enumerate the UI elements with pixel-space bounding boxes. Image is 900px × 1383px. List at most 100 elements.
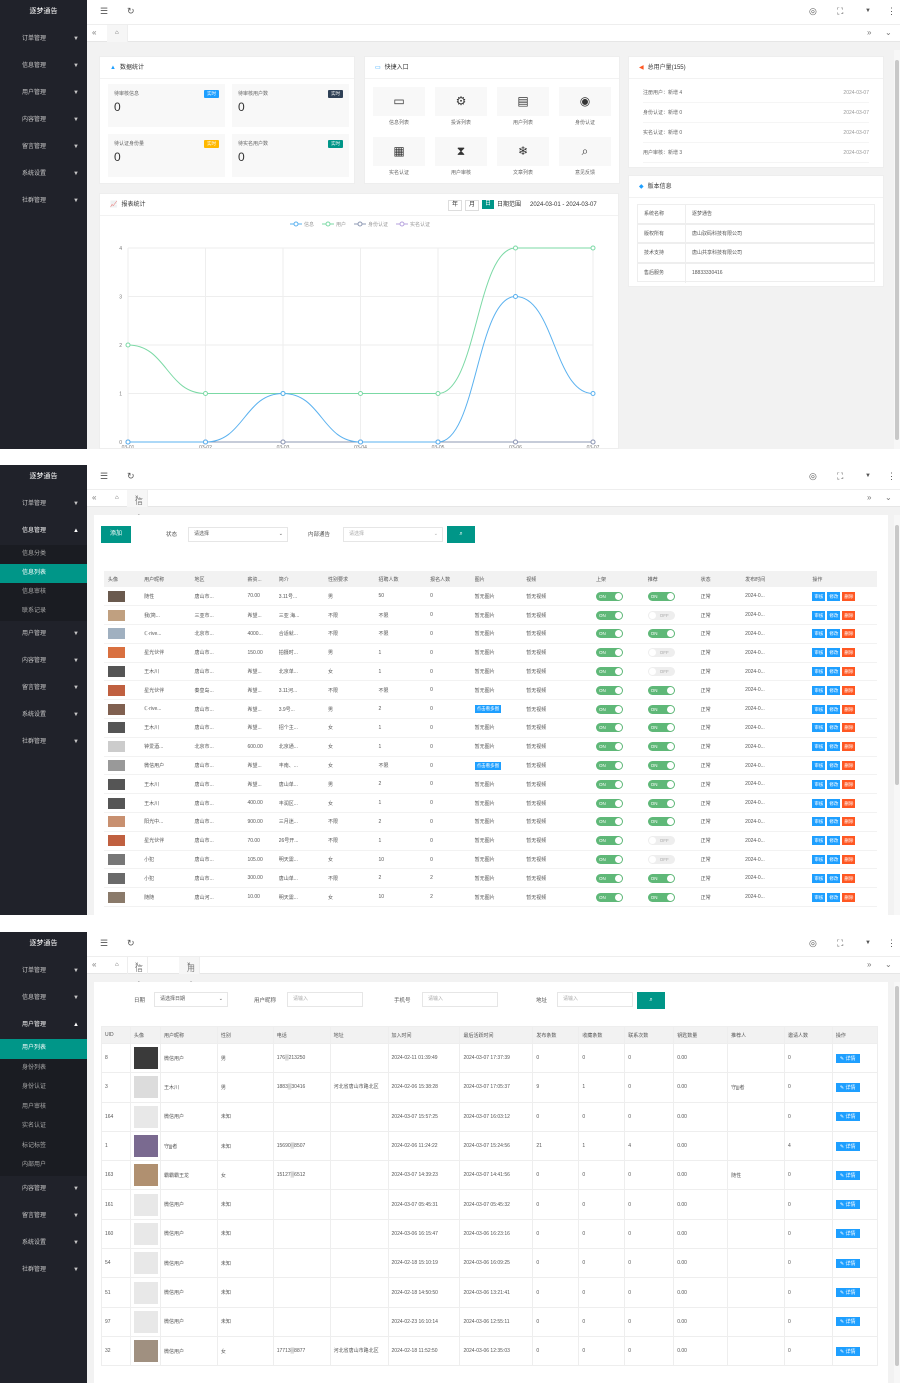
shelf-toggle[interactable]: ON: [596, 761, 624, 771]
edit-button[interactable]: 修改: [827, 817, 841, 827]
tab-user-list[interactable]: 用户列表 ×: [179, 957, 200, 1024]
delete-button[interactable]: 删除: [842, 667, 856, 677]
edit-button[interactable]: 修改: [827, 704, 841, 714]
audit-button[interactable]: 审核: [812, 855, 826, 865]
edit-button[interactable]: 修改: [827, 892, 841, 902]
delete-button[interactable]: 删除: [842, 779, 856, 789]
audit-button[interactable]: 审核: [812, 723, 826, 733]
refresh-icon[interactable]: ↻: [127, 471, 135, 481]
sidebar-item[interactable]: 留言管理 ▼: [0, 675, 87, 702]
quick-hourglass[interactable]: ⧗ 用户审核: [435, 137, 487, 181]
menu-toggle-icon[interactable]: ☰: [100, 471, 109, 481]
view-images-link[interactable]: 点击看多图: [474, 705, 502, 714]
recommend-toggle[interactable]: OFF: [647, 648, 675, 658]
shelf-toggle[interactable]: ON: [596, 892, 624, 902]
home-tab[interactable]: ⌂: [107, 25, 128, 42]
sidebar-item[interactable]: 内容管理 ▼: [0, 107, 87, 134]
day-button[interactable]: 日: [482, 200, 495, 209]
sidebar-subitem[interactable]: 联系记录: [0, 602, 87, 621]
detail-button[interactable]: ✎ 详情: [835, 1112, 860, 1122]
tab-left-icon[interactable]: «: [92, 493, 97, 502]
recommend-toggle[interactable]: ON: [647, 817, 675, 827]
shelf-toggle[interactable]: ON: [596, 873, 624, 883]
shelf-toggle[interactable]: ON: [596, 817, 624, 827]
sidebar-item[interactable]: 系统设置 ▼: [0, 1230, 87, 1257]
detail-button[interactable]: ✎ 详情: [835, 1200, 860, 1210]
quick-target[interactable]: ◉ 身份认证: [559, 87, 611, 131]
shelf-toggle[interactable]: ON: [596, 591, 624, 601]
delete-button[interactable]: 删除: [842, 610, 856, 620]
delete-button[interactable]: 删除: [842, 685, 856, 695]
view-images-link[interactable]: 点击看多图: [474, 761, 502, 770]
tab-info-list[interactable]: 信息列表 ×: [127, 957, 148, 1024]
sidebar-subitem[interactable]: 标记标签: [0, 1136, 87, 1156]
recommend-toggle[interactable]: ON: [647, 873, 675, 883]
add-button[interactable]: 添加: [101, 526, 131, 543]
search-button[interactable]: ⌕: [637, 992, 665, 1009]
sidebar-item[interactable]: 社群管理 ▼: [0, 188, 87, 215]
detail-button[interactable]: ✎ 详情: [835, 1317, 860, 1327]
phone-input[interactable]: 请输入: [422, 992, 498, 1007]
edit-button[interactable]: 修改: [827, 723, 841, 733]
shelf-toggle[interactable]: ON: [596, 836, 624, 846]
search-button[interactable]: ⌕: [447, 526, 475, 543]
detail-button[interactable]: ✎ 详情: [835, 1141, 860, 1151]
sidebar-item[interactable]: 系统设置 ▼: [0, 161, 87, 188]
tab-left-icon[interactable]: «: [92, 960, 97, 969]
shelf-toggle[interactable]: ON: [596, 798, 624, 808]
shelf-toggle[interactable]: ON: [596, 779, 624, 789]
delete-button[interactable]: 删除: [842, 704, 856, 714]
detail-button[interactable]: ✎ 详情: [835, 1053, 860, 1063]
refresh-icon[interactable]: ↻: [127, 6, 135, 16]
detail-button[interactable]: ✎ 详情: [835, 1082, 860, 1092]
detail-button[interactable]: ✎ 详情: [835, 1170, 860, 1180]
fullscreen-icon[interactable]: ⛶: [837, 938, 844, 948]
sidebar-item[interactable]: 信息管理 ▼: [0, 985, 87, 1012]
notice-select[interactable]: 请选择 ⌄: [343, 527, 443, 542]
sidebar-item[interactable]: 订单管理 ▼: [0, 26, 87, 53]
audit-button[interactable]: 审核: [812, 892, 826, 902]
recommend-toggle[interactable]: OFF: [647, 855, 675, 865]
delete-button[interactable]: 删除: [842, 798, 856, 808]
tab-right-icon[interactable]: »: [867, 960, 872, 969]
tab-info-list[interactable]: 信息列表 ×: [127, 490, 148, 557]
fullscreen-icon[interactable]: ⛶: [837, 471, 844, 481]
audit-button[interactable]: 审核: [812, 761, 826, 771]
recommend-toggle[interactable]: ON: [647, 591, 675, 601]
month-button[interactable]: 月: [465, 200, 480, 211]
edit-button[interactable]: 修改: [827, 629, 841, 639]
delete-button[interactable]: 删除: [842, 761, 856, 771]
edit-button[interactable]: 修改: [827, 779, 841, 789]
sidebar-subitem[interactable]: 内部用户: [0, 1156, 87, 1176]
tab-right-icon[interactable]: »: [867, 28, 872, 37]
date-select[interactable]: 请选择日期 ⌄: [154, 992, 228, 1007]
audit-button[interactable]: 审核: [812, 817, 826, 827]
status-select[interactable]: 请选择 ⌄: [188, 527, 288, 542]
tab-menu-icon[interactable]: ⌄: [885, 28, 892, 37]
quick-search[interactable]: ⌕ 意见反馈: [559, 137, 611, 181]
sidebar-subitem[interactable]: 信息分类: [0, 545, 87, 564]
more-icon[interactable]: ⋮: [887, 471, 896, 481]
recommend-toggle[interactable]: ON: [647, 685, 675, 695]
edit-button[interactable]: 修改: [827, 742, 841, 752]
edit-button[interactable]: 修改: [827, 591, 841, 601]
audit-button[interactable]: 审核: [812, 685, 826, 695]
sidebar-subitem[interactable]: 身份认证: [0, 1078, 87, 1098]
sidebar-item[interactable]: 留言管理 ▼: [0, 1203, 87, 1230]
recommend-toggle[interactable]: ON: [647, 779, 675, 789]
quick-calendar[interactable]: ▦ 实名认证: [373, 137, 425, 181]
audit-button[interactable]: 审核: [812, 648, 826, 658]
edit-button[interactable]: 修改: [827, 855, 841, 865]
nick-input[interactable]: 请输入: [287, 992, 363, 1007]
recommend-toggle[interactable]: OFF: [647, 667, 675, 677]
theme-icon[interactable]: ◎: [809, 6, 817, 16]
recommend-toggle[interactable]: OFF: [647, 610, 675, 620]
quick-window[interactable]: ▭ 信息列表: [373, 87, 425, 131]
edit-button[interactable]: 修改: [827, 873, 841, 883]
shelf-toggle[interactable]: ON: [596, 855, 624, 865]
quick-gears[interactable]: ⚙ 投诉列表: [435, 87, 487, 131]
theme-icon[interactable]: ◎: [809, 471, 817, 481]
quick-snowflake[interactable]: ❄ 文章列表: [497, 137, 549, 181]
delete-button[interactable]: 删除: [842, 591, 856, 601]
sidebar-subitem[interactable]: 身份列表: [0, 1058, 87, 1078]
